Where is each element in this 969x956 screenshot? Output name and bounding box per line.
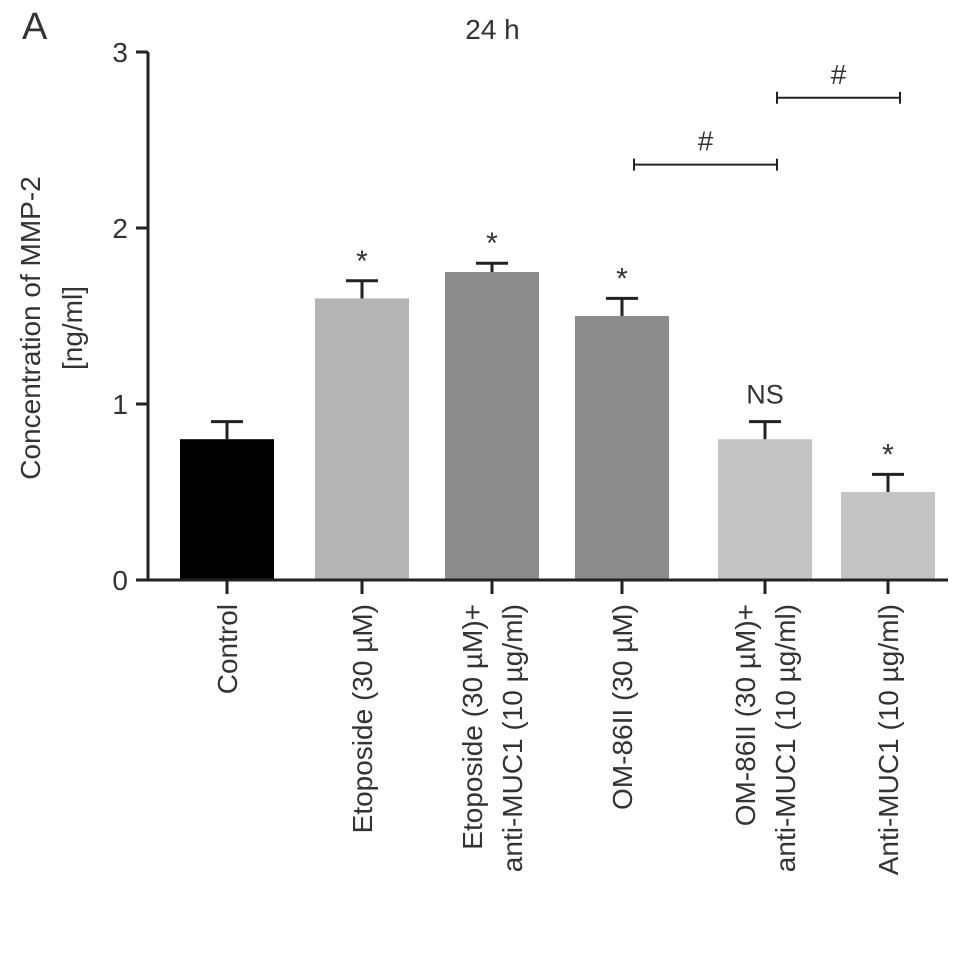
bar-4 (718, 439, 812, 580)
comparison-label-1: # (831, 59, 847, 90)
x-tick-label-4-1: anti-MUC1 (10 µg/ml) (770, 604, 801, 872)
x-tick-label-5-0: Anti-MUC1 (10 µg/ml) (873, 604, 904, 875)
y-axis-label-1: [ng/ml] (57, 286, 88, 370)
bar-3 (575, 316, 669, 580)
y-tick-label-0: 0 (112, 565, 128, 596)
bar-0 (180, 439, 274, 580)
bar-annotation-2: * (486, 227, 498, 260)
x-tick-label-0-0: Control (212, 604, 243, 694)
y-tick-label-1: 1 (112, 389, 128, 420)
bar-annotation-4: NS (746, 380, 784, 410)
x-tick-label-2-0: Etoposide (30 µM)+ (457, 604, 488, 850)
comparison-label-0: # (698, 126, 714, 157)
panel-label: A (22, 6, 48, 48)
bar-5 (841, 492, 935, 580)
bar-1 (315, 298, 409, 580)
chart-title: 24 h (465, 14, 520, 45)
bar-annotation-5: * (882, 438, 894, 471)
y-tick-label-3: 3 (112, 37, 128, 68)
y-tick-label-2: 2 (112, 213, 128, 244)
bar-2 (445, 272, 539, 580)
bar-annotation-3: * (616, 262, 628, 295)
x-tick-label-2-1: anti-MUC1 (10 µg/ml) (497, 604, 528, 872)
x-tick-label-4-0: OM-86II (30 µM)+ (730, 604, 761, 826)
bar-annotation-1: * (356, 245, 368, 278)
y-axis-label-0: Concentration of MMP-2 (15, 176, 46, 479)
x-tick-label-1-0: Etoposide (30 µM) (347, 604, 378, 833)
x-tick-label-3-0: OM-86II (30 µM) (607, 604, 638, 810)
